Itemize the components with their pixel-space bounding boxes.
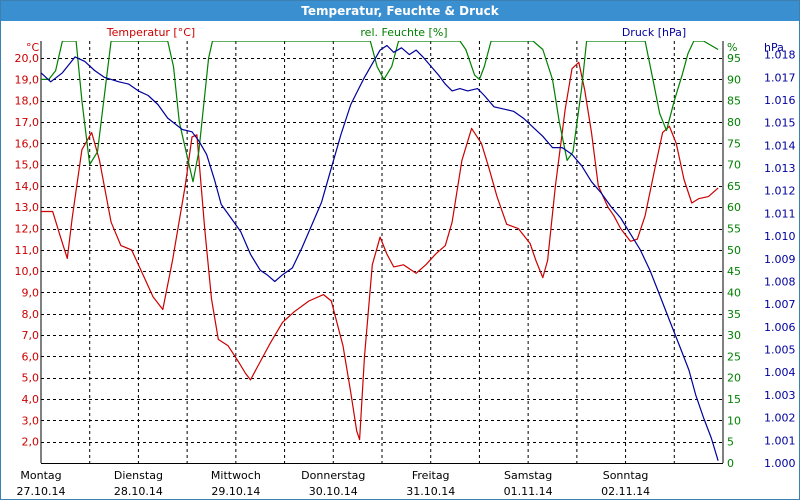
- x-tick-day-label: Sonntag: [603, 469, 649, 482]
- x-tick-day-label: Dienstag: [114, 469, 163, 482]
- temperature-tick-label: 17,0: [15, 116, 40, 129]
- pressure-tick-label: 1.003: [764, 389, 796, 402]
- humidity-tick-label: 65: [727, 180, 741, 193]
- pressure-tick-label: 1.012: [764, 185, 796, 198]
- pressure-tick-label: 1.016: [764, 94, 796, 107]
- chart-title: Temperatur, Feuchte & Druck: [1, 1, 799, 21]
- pressure-tick-label: 1.004: [764, 366, 796, 379]
- temperature-tick-label: 10,0: [15, 265, 40, 278]
- humidity-tick-label: 35: [727, 308, 741, 321]
- x-tick-day-label: Donnerstag: [301, 469, 365, 482]
- humidity-tick-label: 85: [727, 95, 741, 108]
- humidity-tick-label: 10: [727, 414, 741, 427]
- series-line-temperature: [41, 61, 719, 441]
- pressure-tick-label: 1.006: [764, 321, 796, 334]
- temperature-tick-label: 15,0: [15, 159, 40, 172]
- series-line-pressure: [41, 44, 719, 461]
- pressure-tick-label: 1.000: [764, 457, 796, 470]
- pressure-tick-label: 1.007: [764, 298, 796, 311]
- temperature-tick-label: 7,0: [22, 329, 40, 342]
- humidity-tick-label: 5: [727, 436, 734, 449]
- humidity-tick-label: 40: [727, 286, 741, 299]
- chart-canvas: 2,0 3,0 4,0 5,0 6,0 7,0 8,0 9,0 10,0 11,0 12,0 13,0…: [15, 26, 796, 498]
- humidity-tick-label: 30: [727, 329, 741, 342]
- pressure-tick-label: 1.015: [764, 117, 796, 130]
- humidity-tick-label: 60: [727, 201, 741, 214]
- humidity-tick-label: 25: [727, 350, 741, 363]
- pressure-tick-label: 1.009: [764, 253, 796, 266]
- temperature-unit-label: °C: [26, 41, 40, 54]
- series-header-temperature: Temperatur [°C]: [106, 26, 195, 39]
- humidity-tick-label: 0: [727, 457, 734, 470]
- temperature-tick-label: 11,0: [15, 244, 40, 257]
- x-tick-date-label: 30.10.14: [309, 485, 358, 498]
- temperature-tick-label: 6,0: [22, 350, 40, 363]
- pressure-unit-label: hPa: [764, 41, 784, 54]
- pressure-tick-label: 1.001: [764, 434, 796, 447]
- pressure-tick-label: 1.010: [764, 230, 796, 243]
- temperature-tick-label: 20,0: [15, 52, 40, 65]
- pressure-tick-label: 1.002: [764, 412, 796, 425]
- series-header-pressure: Druck [hPa]: [622, 26, 686, 39]
- temperature-tick-label: 8,0: [22, 308, 40, 321]
- x-tick-day-label: Montag: [20, 469, 61, 482]
- pressure-tick-label: 1.013: [764, 162, 796, 175]
- x-tick-day-label: Mittwoch: [211, 469, 261, 482]
- x-tick-date-label: 01.11.14: [504, 485, 553, 498]
- humidity-tick-label: 70: [727, 159, 741, 172]
- humidity-tick-label: 15: [727, 393, 741, 406]
- x-tick-date-label: 27.10.14: [17, 485, 66, 498]
- humidity-tick-label: 95: [727, 52, 741, 65]
- series-header-humidity: rel. Feuchte [%]: [360, 26, 447, 39]
- pressure-tick-label: 1.014: [764, 139, 796, 152]
- pressure-tick-label: 1.018: [764, 49, 796, 62]
- x-tick-date-label: 29.10.14: [211, 485, 260, 498]
- temperature-tick-label: 18,0: [15, 95, 40, 108]
- temperature-tick-label: 5,0: [22, 372, 40, 385]
- series-lines: [41, 41, 719, 461]
- x-tick-date-label: 02.11.14: [601, 485, 650, 498]
- temperature-tick-label: 19,0: [15, 73, 40, 86]
- temperature-tick-label: 13,0: [15, 201, 40, 214]
- series-line-humidity: [41, 41, 719, 183]
- humidity-tick-label: 20: [727, 372, 741, 385]
- humidity-tick-label: 90: [727, 73, 741, 86]
- humidity-tick-label: 55: [727, 223, 741, 236]
- temperature-tick-label: 9,0: [22, 286, 40, 299]
- grid-lines: [40, 41, 724, 464]
- temperature-tick-label: 3,0: [22, 414, 40, 427]
- temperature-tick-label: 14,0: [15, 180, 40, 193]
- pressure-tick-label: 1.017: [764, 71, 796, 84]
- temperature-tick-label: 12,0: [15, 223, 40, 236]
- humidity-tick-label: 80: [727, 116, 741, 129]
- axis-labels: 2,0 3,0 4,0 5,0 6,0 7,0 8,0 9,0 10,0 11,0 12,0 13,0…: [15, 41, 796, 498]
- temperature-tick-label: 2,0: [22, 436, 40, 449]
- x-tick-date-label: 28.10.14: [114, 485, 163, 498]
- temperature-tick-label: 16,0: [15, 137, 40, 150]
- temperature-tick-label: 4,0: [22, 393, 40, 406]
- humidity-unit-label: %: [727, 41, 737, 54]
- x-tick-date-label: 31.10.14: [406, 485, 455, 498]
- x-tick-day-label: Freitag: [412, 469, 450, 482]
- humidity-tick-label: 45: [727, 265, 741, 278]
- pressure-tick-label: 1.008: [764, 275, 796, 288]
- humidity-tick-label: 75: [727, 137, 741, 150]
- series-headers: Temperatur [°C] rel. Feuchte [%] Druck [hP…: [106, 26, 686, 39]
- x-tick-day-label: Samstag: [504, 469, 552, 482]
- pressure-tick-label: 1.005: [764, 344, 796, 357]
- humidity-tick-label: 50: [727, 244, 741, 257]
- pressure-tick-label: 1.011: [764, 207, 796, 220]
